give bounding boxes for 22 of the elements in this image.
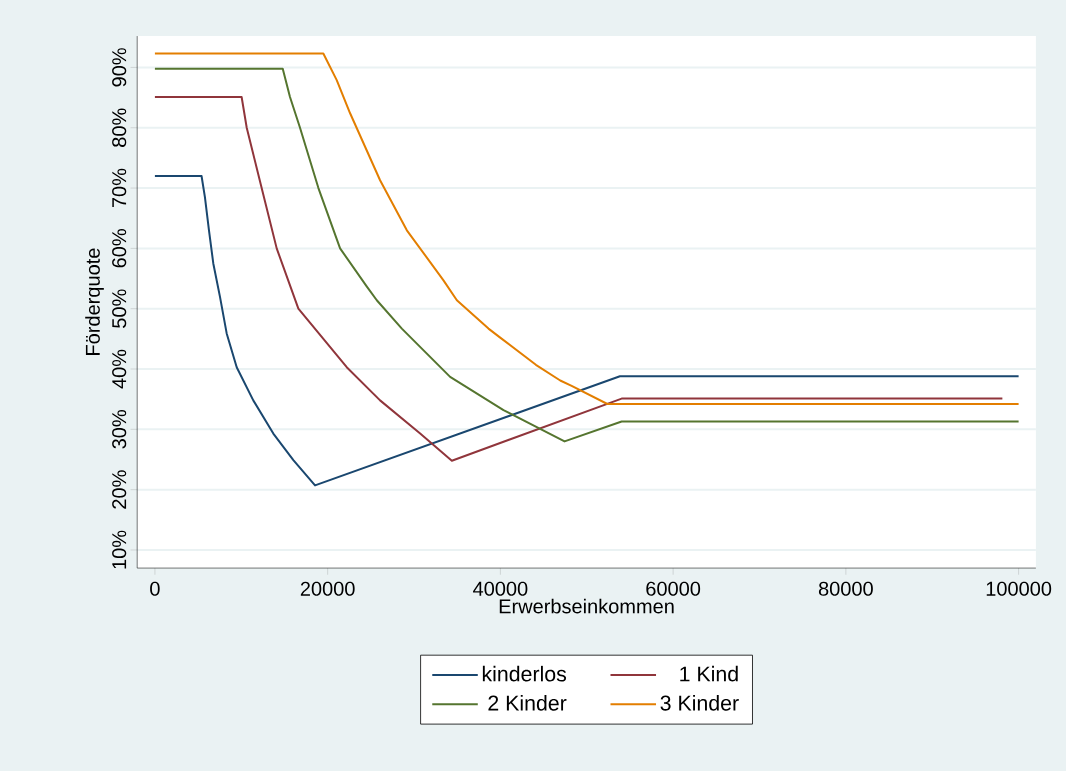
legend-label: 1 Kind bbox=[680, 665, 738, 682]
x-tick-label: 100000 bbox=[986, 581, 1052, 596]
x-axis-title: Erwerbseinkommen bbox=[499, 598, 674, 614]
y-tick-label: 80% bbox=[112, 108, 127, 147]
y-tick-label: 30% bbox=[112, 410, 127, 449]
y-tick-label: 70% bbox=[112, 168, 127, 208]
x-tick-label: 20000 bbox=[300, 581, 355, 596]
y-tick-label: 10% bbox=[112, 530, 127, 569]
line-series bbox=[153, 175, 1020, 487]
y-tick-label: 40% bbox=[112, 349, 127, 389]
y-tick-label: 60% bbox=[112, 229, 127, 268]
legend-label: kinderlos bbox=[482, 665, 567, 682]
y-axis-title: Förderquote bbox=[85, 248, 104, 355]
x-tick-label: 60000 bbox=[646, 581, 701, 596]
legend-label: 2 Kinder bbox=[488, 694, 567, 711]
x-tick-label: 40000 bbox=[473, 581, 528, 596]
y-tick-label: 20% bbox=[112, 470, 127, 509]
y-tick-label: 90% bbox=[112, 48, 127, 87]
legend-label: 3 Kinder bbox=[660, 694, 739, 711]
x-tick-label: 80000 bbox=[818, 581, 873, 596]
x-tick-label: 0 bbox=[150, 581, 160, 596]
y-tick-label: 50% bbox=[112, 289, 127, 328]
